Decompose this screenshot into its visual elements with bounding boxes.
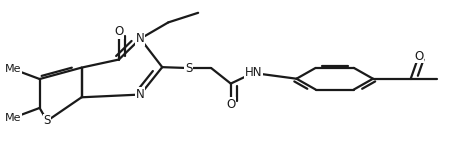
Text: O: O [414, 50, 424, 63]
Text: Me: Me [5, 64, 21, 74]
Text: HN: HN [244, 66, 262, 79]
Text: N: N [136, 32, 145, 45]
Text: S: S [44, 114, 51, 127]
Text: N: N [136, 88, 145, 101]
Text: S: S [185, 62, 192, 75]
Text: Me: Me [5, 113, 21, 123]
Text: O: O [114, 25, 123, 38]
Text: O: O [226, 98, 235, 111]
